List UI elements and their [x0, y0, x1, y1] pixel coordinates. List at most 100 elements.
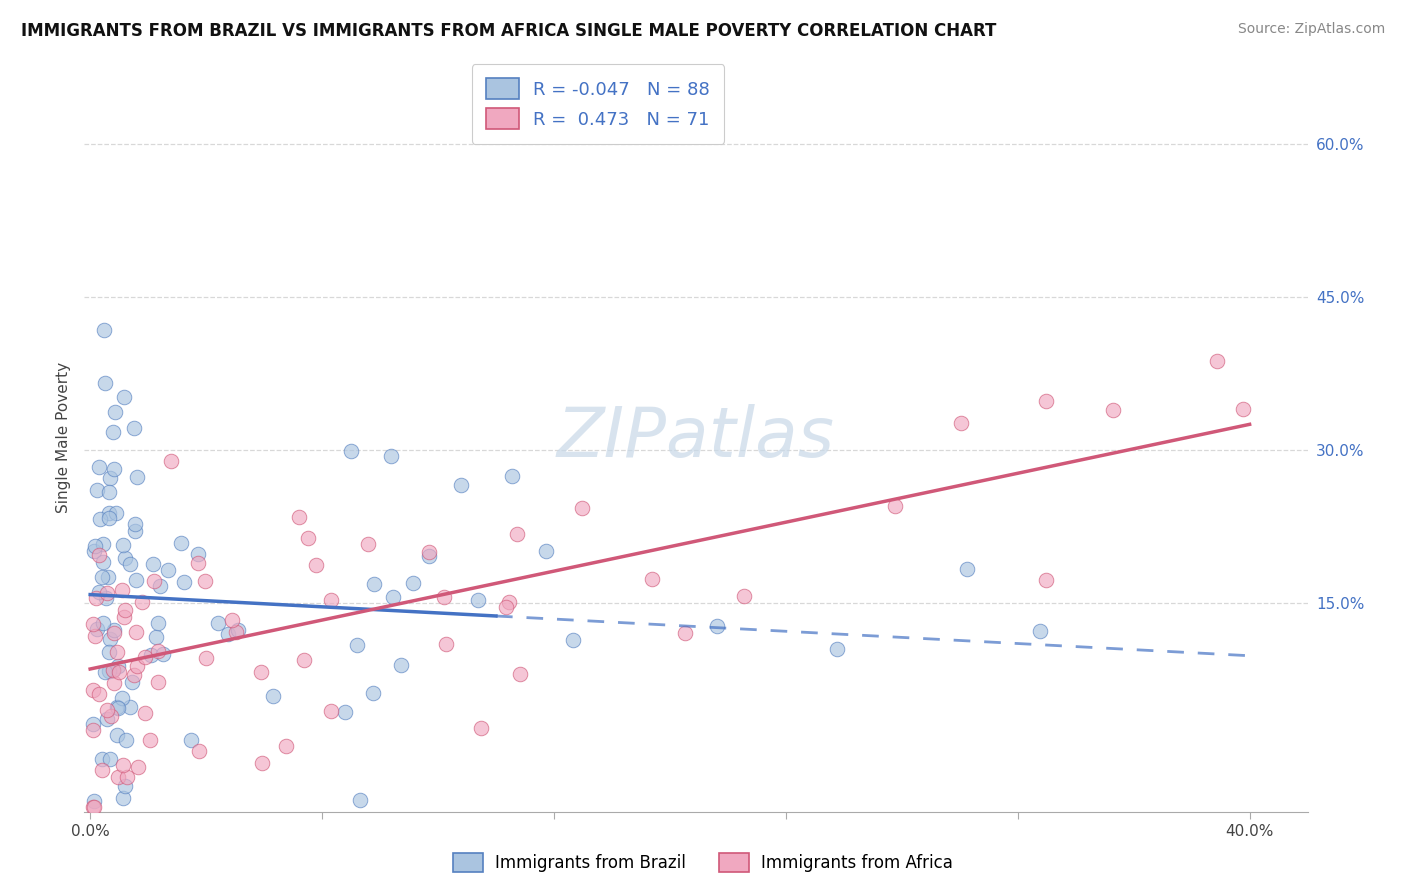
Point [111, 583, 134, 598]
Point [82, 617, 104, 632]
Point [105, 728, 128, 742]
Point [103, 462, 125, 476]
Point [104, 405, 127, 419]
Point [125, 470, 148, 484]
Point [571, 501, 593, 516]
Point [1035, 573, 1057, 587]
Point [82, 682, 104, 697]
Point [96, 585, 118, 599]
Point [93, 323, 115, 337]
Point [152, 648, 174, 662]
Point [142, 557, 165, 571]
Point [180, 732, 202, 747]
Point [118, 557, 141, 571]
Point [207, 615, 229, 630]
Point [124, 524, 146, 539]
Point [562, 632, 585, 647]
Point [1232, 402, 1254, 417]
Y-axis label: Single Male Poverty: Single Male Poverty [56, 361, 72, 513]
Point [1205, 354, 1227, 368]
Point [112, 609, 135, 624]
Point [98, 632, 121, 647]
Point [124, 517, 146, 532]
Point [640, 572, 662, 586]
Legend: R = -0.047   N = 88, R =  0.473   N = 71: R = -0.047 N = 88, R = 0.473 N = 71 [472, 64, 724, 144]
Point [86, 483, 108, 497]
Point [98, 664, 121, 678]
Point [97, 570, 120, 584]
Point [534, 543, 557, 558]
Point [94, 665, 117, 680]
Point [83, 794, 105, 808]
Point [146, 615, 169, 630]
Point [90, 752, 112, 766]
Point [90, 763, 112, 777]
Point [91, 556, 114, 570]
Point [86, 622, 108, 636]
Point [98, 506, 121, 520]
Point [346, 638, 368, 652]
Point [149, 579, 172, 593]
Point [138, 732, 160, 747]
Point [321, 593, 343, 607]
Point [194, 574, 217, 588]
Point [402, 575, 425, 590]
Point [107, 770, 129, 784]
Point [950, 416, 973, 430]
Point [125, 625, 148, 640]
Point [82, 723, 104, 738]
Point [114, 550, 136, 565]
Point [321, 704, 343, 718]
Point [82, 717, 104, 731]
Point [89, 548, 111, 562]
Point [1028, 624, 1050, 638]
Point [262, 689, 284, 703]
Point [96, 703, 118, 717]
Point [103, 663, 125, 677]
Point [115, 770, 138, 784]
Point [87, 460, 110, 475]
Point [107, 659, 129, 673]
Point [825, 641, 848, 656]
Point [148, 675, 170, 690]
Point [706, 618, 728, 632]
Point [470, 721, 492, 735]
Point [111, 758, 134, 772]
Point [389, 658, 412, 673]
Point [103, 625, 125, 640]
Point [349, 793, 371, 807]
Point [495, 600, 517, 615]
Point [121, 675, 143, 690]
Text: Source: ZipAtlas.com: Source: ZipAtlas.com [1237, 22, 1385, 37]
Point [288, 509, 311, 524]
Point [139, 648, 162, 663]
Point [91, 537, 114, 551]
Point [501, 469, 523, 483]
Point [104, 506, 127, 520]
Point [187, 557, 209, 571]
Point [226, 623, 249, 637]
Point [187, 547, 209, 561]
Point [93, 616, 115, 631]
Point [252, 756, 274, 771]
Point [83, 799, 105, 814]
Point [450, 478, 472, 492]
Point [217, 627, 239, 641]
Point [467, 593, 489, 607]
Point [114, 733, 136, 747]
Point [122, 668, 145, 682]
Point [107, 665, 129, 680]
Point [509, 667, 531, 681]
Text: ZIPatlas: ZIPatlas [557, 403, 835, 471]
Text: IMMIGRANTS FROM BRAZIL VS IMMIGRANTS FROM AFRICA SINGLE MALE POVERTY CORRELATION: IMMIGRANTS FROM BRAZIL VS IMMIGRANTS FRO… [21, 22, 997, 40]
Point [433, 590, 456, 604]
Point [94, 591, 117, 605]
Point [87, 687, 110, 701]
Point [188, 744, 211, 758]
Point [134, 706, 156, 720]
Point [134, 650, 156, 665]
Point [111, 690, 134, 705]
Point [98, 485, 121, 500]
Point [124, 573, 146, 587]
Point [380, 449, 402, 463]
